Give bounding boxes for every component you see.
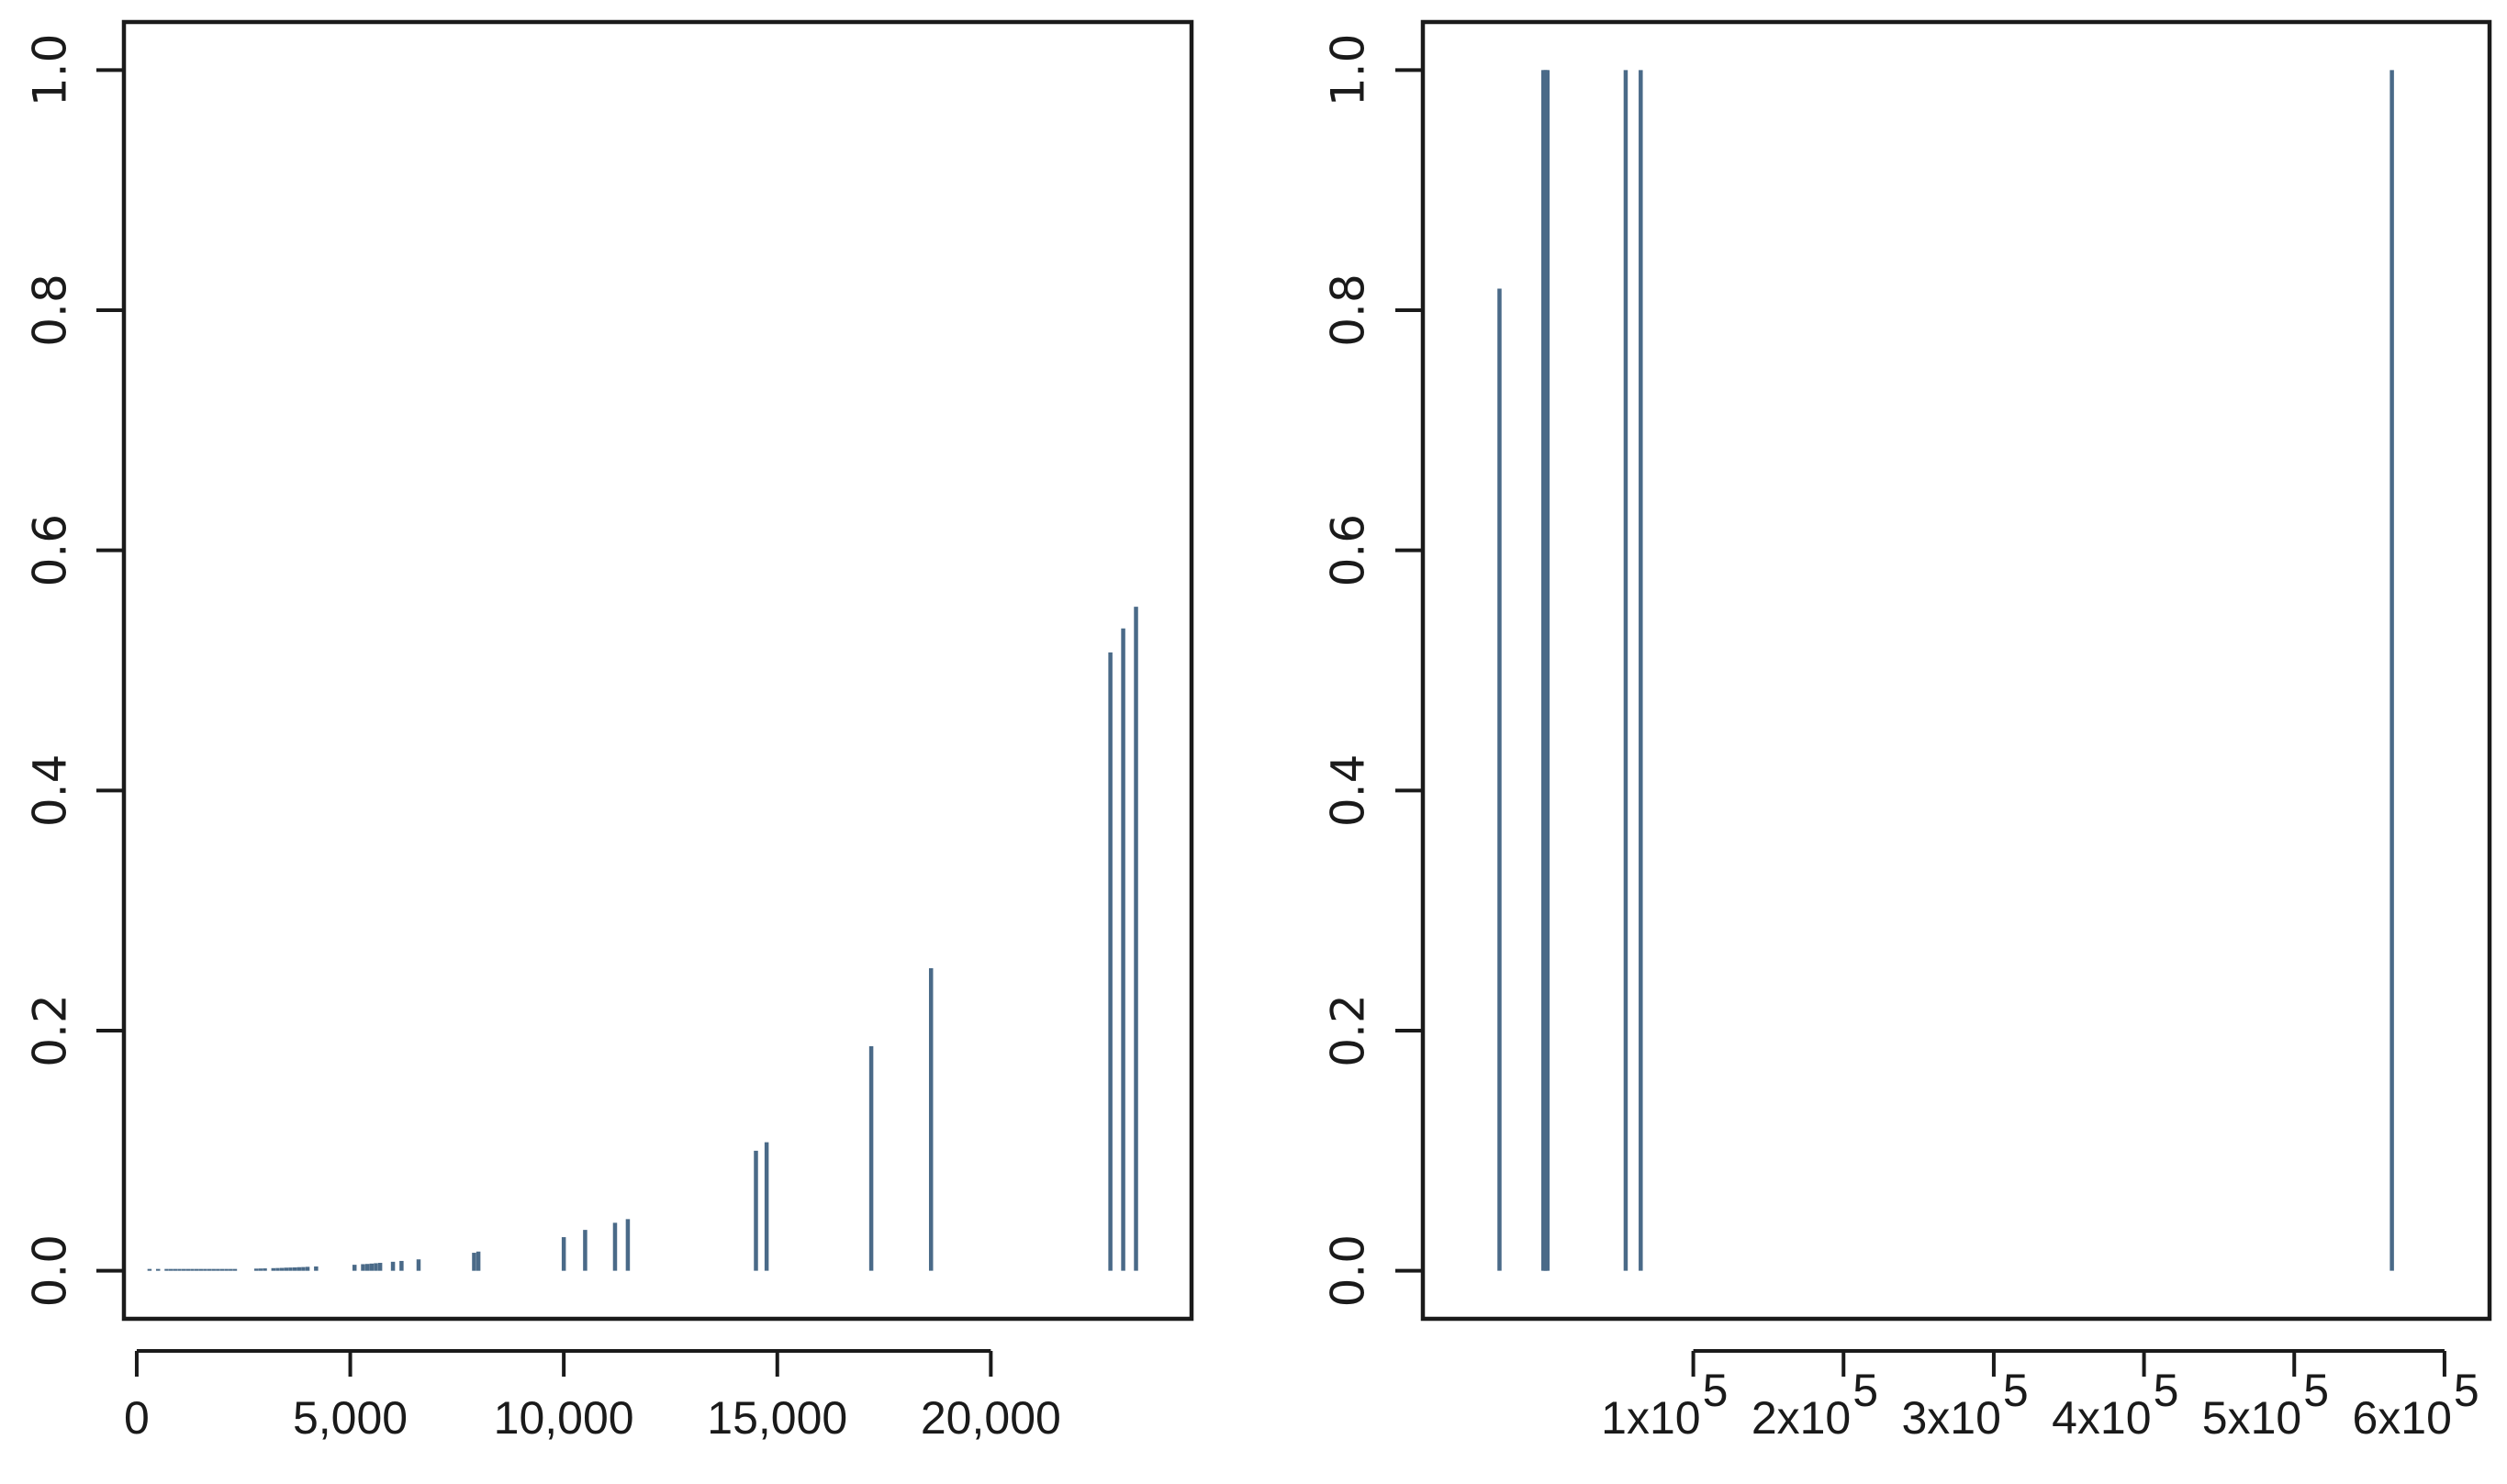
x-tick-label-exponent: 5 (2303, 1365, 2329, 1416)
x-tick-label: 6x10 (2352, 1392, 2451, 1444)
x-tick-label: 20,000 (921, 1392, 1061, 1444)
x-tick-label: 1x10 (1601, 1392, 1700, 1444)
x-tick-label-exponent: 5 (2454, 1365, 2479, 1416)
y-tick-label: 0.4 (24, 754, 77, 828)
y-tick-label: 0.8 (24, 273, 77, 347)
x-tick-label: 4x10 (2052, 1392, 2151, 1444)
y-tick-label: 0.6 (1322, 514, 1375, 587)
x-tick-label-exponent: 5 (1703, 1365, 1729, 1416)
x-tick-label: 3x10 (1901, 1392, 2000, 1444)
y-tick-label: 0.4 (1322, 754, 1375, 828)
y-tick-label: 0.8 (1322, 273, 1375, 347)
x-tick-label: 0 (124, 1392, 150, 1444)
x-tick-label: 15,000 (707, 1392, 847, 1444)
right-spike-chart: 0.00.20.40.60.81.01x1052x1053x1054x1055x… (1322, 19, 2492, 1444)
x-tick-label: 5,000 (293, 1392, 408, 1444)
y-tick-label: 1.0 (24, 34, 77, 107)
plot-frame (1420, 19, 2492, 1322)
x-tick-label-exponent: 5 (1852, 1365, 1878, 1416)
y-tick-label: 0.2 (24, 994, 77, 1067)
plot-frame (121, 19, 1194, 1322)
y-tick-label: 0.6 (24, 514, 77, 587)
left-spike-chart: 0.0 0.2 0.4 0.6 0.8 1.0 0 5,000 10,000 15,000 20,0… (24, 19, 1194, 1444)
y-tick-label: 0.0 (1322, 1234, 1375, 1308)
x-tick-label: 2x10 (1752, 1392, 1851, 1444)
x-tick-label: 10,000 (494, 1392, 634, 1444)
x-tick-label-exponent: 5 (2003, 1365, 2029, 1416)
x-tick-label: 5x10 (2202, 1392, 2301, 1444)
y-tick-label: 1.0 (1322, 34, 1375, 107)
y-tick-label: 0.0 (24, 1234, 77, 1308)
x-tick-label-exponent: 5 (2154, 1365, 2179, 1416)
y-tick-label: 0.2 (1322, 994, 1375, 1067)
